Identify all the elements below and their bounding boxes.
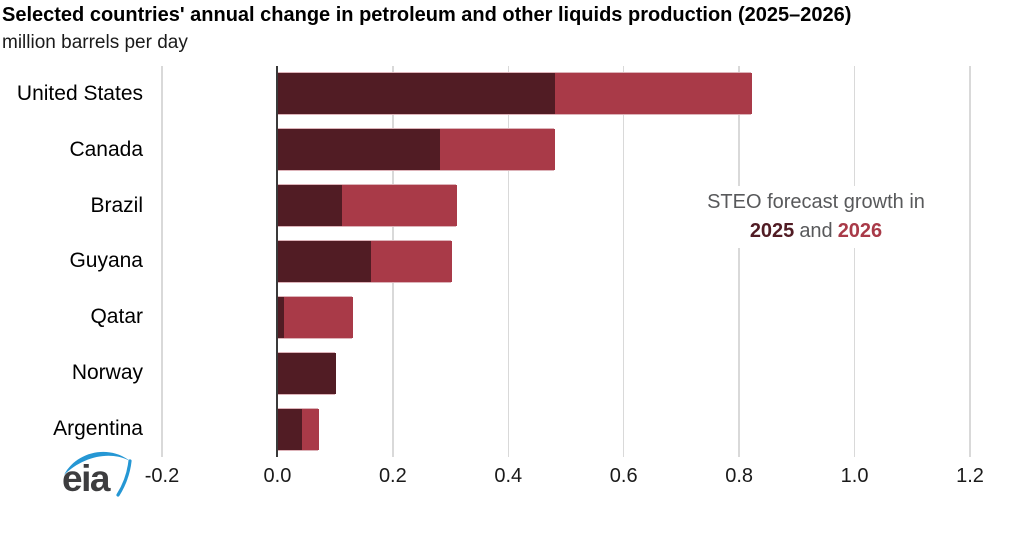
bar-segment-2026-canada [440,129,556,171]
gridline [738,66,740,457]
x-tick-label: 0.8 [725,465,754,487]
annotation-line2: 2025 and 2026 [680,217,952,246]
swoosh-tail [116,459,132,497]
bar-segment-2026-united-states [555,73,752,115]
chart-units-label: million barrels per day [2,32,188,53]
bar-row-united-states [277,72,752,116]
x-tick-label: 1.0 [840,465,869,487]
bar-segment-2026-argentina [301,408,319,450]
zero-axis-line [276,66,279,457]
category-axis: United States Canada Brazil Guyana Qatar Norw… [0,66,143,457]
eia-logo: eia [58,445,144,507]
annotation-year-2026: 2026 [837,220,883,242]
gridline [853,66,856,457]
bar-row-canada [277,128,556,172]
annotation-connector: and [799,220,833,242]
chart-title: Selected countries' annual change in pet… [2,4,852,26]
bar-row-brazil [277,184,458,228]
annotation-year-2025: 2025 [749,220,795,242]
bar-segment-2026-brazil [341,185,458,227]
x-tick-label: 0.0 [263,465,292,487]
gridline [161,66,163,457]
x-tick-label: -0.2 [144,465,180,487]
bar-segment-2025-argentina [278,408,302,450]
category-label-argentina: Argentina [53,417,143,441]
gridline [969,66,971,457]
bar-segment-2025-canada [278,129,441,171]
bar-row-norway [277,351,337,395]
eia-logo-text: eia [62,458,110,499]
category-label-norway: Norway [71,361,143,385]
value-axis: -0.2 0.0 0.2 0.4 0.6 0.8 1.0 1.2 [145,465,984,491]
forecast-annotation: STEO forecast growth in 2025 and 2026 [680,186,952,248]
gridline [622,66,625,457]
x-tick-label: 1.2 [956,465,984,487]
gridline [507,66,510,457]
bar-segment-2025-united-states [278,73,556,115]
annotation-line1: STEO forecast growth in [707,191,925,213]
bar-row-guyana [277,240,452,283]
category-label-qatar: Qatar [90,305,143,329]
category-label-canada: Canada [69,137,143,161]
category-label-brazil: Brazil [90,193,143,217]
bar-segment-2025-qatar [278,296,285,338]
bar-row-argentina [277,407,319,451]
swoosh-arc [64,451,130,475]
x-tick-label: 0.6 [609,465,638,487]
plot-area [161,66,971,457]
x-tick-label: 0.2 [378,465,407,487]
x-tick-label: 0.4 [494,465,523,487]
bar-segment-2026-qatar [284,296,354,338]
bar-segment-2025-guyana [278,241,371,282]
bar-row-qatar [277,295,354,339]
bar-segment-2025-norway [278,352,337,394]
bar-segment-2026-guyana [370,241,452,282]
bar-segment-2025-brazil [278,185,342,227]
eia-swoosh-icon [64,451,132,497]
category-label-united-states: United States [16,81,143,105]
category-label-guyana: Guyana [69,249,143,273]
